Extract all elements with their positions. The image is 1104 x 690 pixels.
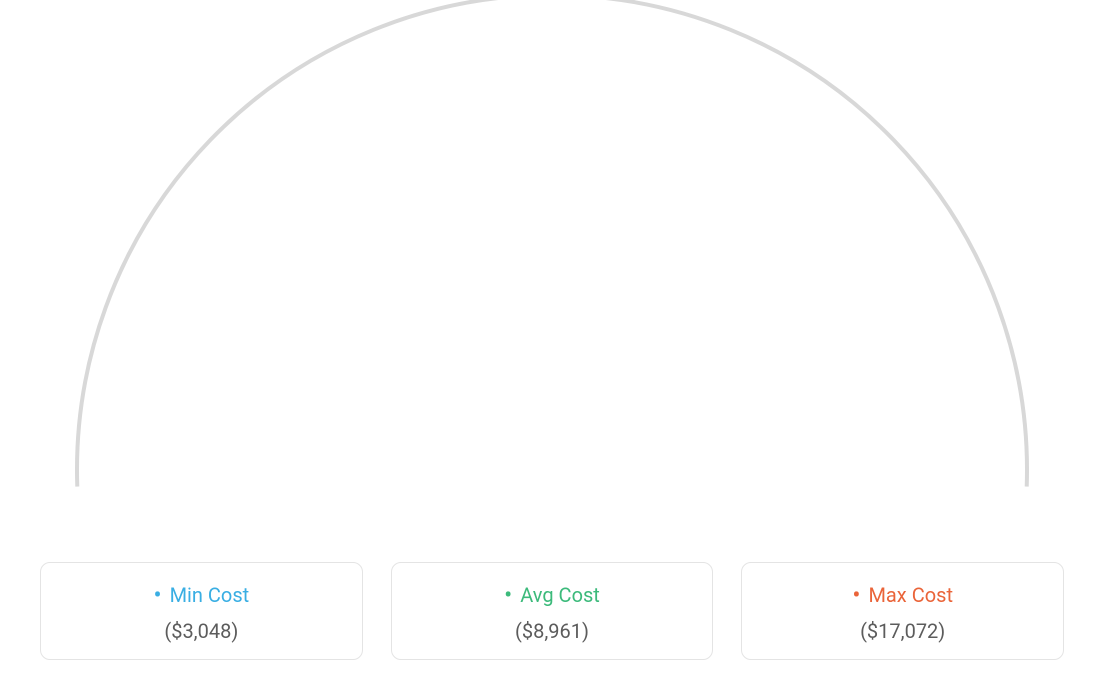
legend-row: Min Cost ($3,048) Avg Cost ($8,961) Max … bbox=[40, 562, 1064, 660]
min-cost-card: Min Cost ($3,048) bbox=[40, 562, 363, 660]
avg-cost-value: ($8,961) bbox=[402, 619, 703, 643]
max-cost-card: Max Cost ($17,072) bbox=[741, 562, 1064, 660]
avg-cost-card: Avg Cost ($8,961) bbox=[391, 562, 714, 660]
avg-cost-title: Avg Cost bbox=[402, 581, 703, 609]
min-cost-value: ($3,048) bbox=[51, 619, 352, 643]
cost-gauge bbox=[0, 0, 1104, 540]
min-cost-title: Min Cost bbox=[51, 581, 352, 609]
max-cost-title: Max Cost bbox=[752, 581, 1053, 609]
max-cost-value: ($17,072) bbox=[752, 619, 1053, 643]
